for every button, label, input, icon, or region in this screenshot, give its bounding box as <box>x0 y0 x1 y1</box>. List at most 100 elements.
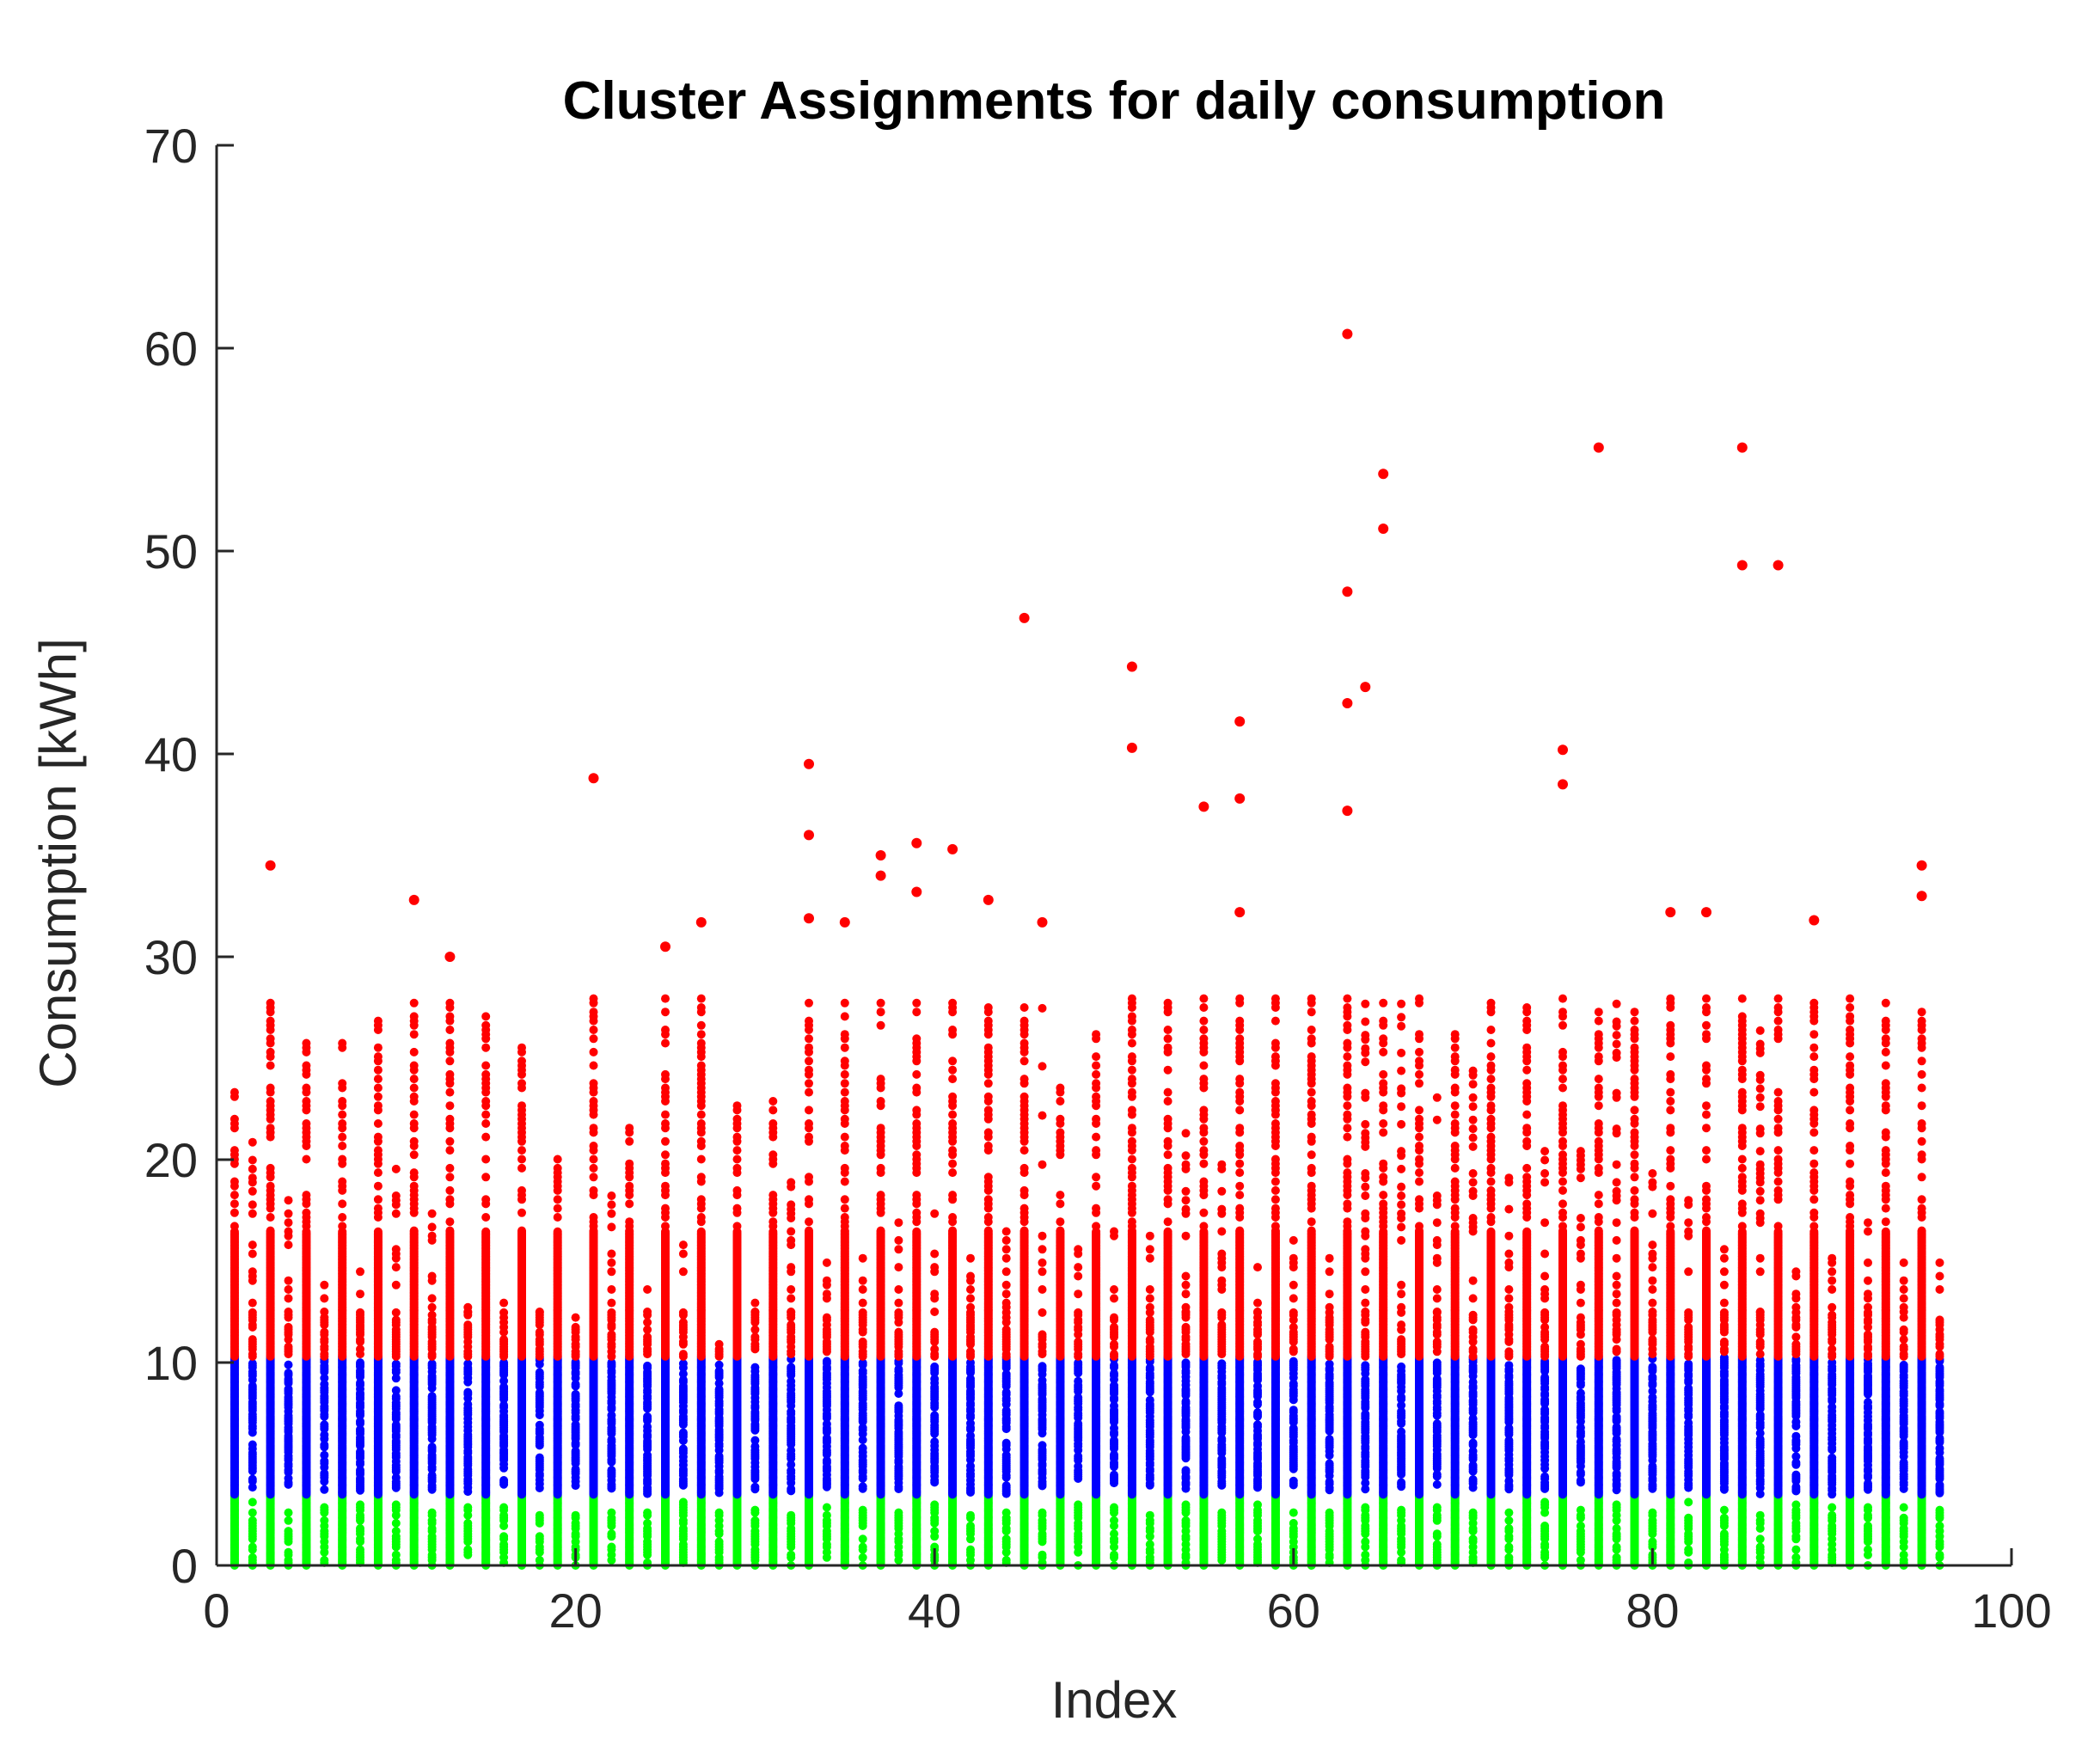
cluster-3-point <box>374 1017 383 1026</box>
cluster-3-point <box>356 1267 364 1276</box>
cluster-3-point <box>285 1210 293 1218</box>
cluster-3-point <box>481 1111 490 1119</box>
cluster-3-point <box>338 1097 346 1106</box>
cluster-3-point <box>302 1039 310 1048</box>
cluster-3-point <box>392 1165 401 1173</box>
cluster-3-point <box>410 1168 419 1177</box>
cluster-3-point <box>445 1146 454 1155</box>
cluster-3-point <box>248 1173 257 1182</box>
cluster-2-point <box>356 1358 364 1367</box>
cluster-3-point <box>302 1097 310 1106</box>
cluster-3-point <box>392 1245 401 1253</box>
cluster-3-point <box>248 1299 257 1308</box>
cluster-3-point <box>248 1250 257 1259</box>
cluster-3-point <box>374 1093 383 1101</box>
cluster-3-point <box>230 1178 239 1186</box>
cluster-3-point <box>338 1079 346 1087</box>
points-layer <box>230 329 1944 1571</box>
cluster-3-point <box>410 1150 419 1159</box>
cluster-3-point <box>374 1168 383 1177</box>
cluster-3-point <box>374 1146 383 1155</box>
cluster-1-point <box>356 1500 364 1509</box>
cluster-3-point <box>392 1281 401 1289</box>
cluster-3-point <box>338 1119 346 1128</box>
cluster-3-point <box>392 1191 401 1200</box>
cluster-3-point <box>285 1323 293 1332</box>
cluster-3-point <box>374 1182 383 1191</box>
cluster-3-point <box>481 1195 490 1204</box>
cluster-3-point <box>445 1217 454 1226</box>
cluster-1-point <box>392 1519 401 1528</box>
cluster-3-point <box>374 1044 383 1052</box>
cluster-1-point <box>320 1516 328 1525</box>
cluster-1-point <box>392 1527 401 1535</box>
cluster-1-point <box>320 1556 328 1565</box>
cluster-3-point <box>230 1088 239 1097</box>
cluster-3-point <box>410 1137 419 1146</box>
cluster-2-point <box>285 1369 293 1377</box>
cluster-3-point <box>410 1093 419 1101</box>
cluster-3-point <box>428 1232 437 1240</box>
cluster-3-point <box>410 1075 419 1083</box>
chart-title: Cluster Assignments for daily consumptio… <box>563 71 1666 131</box>
cluster-3-point <box>230 1115 239 1124</box>
cluster-2-point <box>248 1441 257 1449</box>
cluster-3-point <box>374 1084 383 1093</box>
cluster-1-point <box>248 1543 257 1552</box>
cluster-3-point <box>410 1119 419 1128</box>
cluster-3-point <box>374 1101 383 1110</box>
cluster-3-point <box>445 1115 454 1124</box>
cluster-3-point <box>285 1218 293 1227</box>
cluster-2-point <box>428 1442 437 1451</box>
cluster-3-point <box>248 1267 257 1276</box>
cluster-3-point <box>463 1320 472 1329</box>
cluster-3-point <box>410 1182 419 1191</box>
cluster-3-point <box>230 1191 239 1199</box>
cluster-3-point <box>445 1026 454 1034</box>
cluster-3-point <box>285 1196 293 1204</box>
cluster-3-point <box>248 1138 257 1147</box>
cluster-3-point <box>445 1173 454 1181</box>
cluster-3-point <box>374 1204 383 1213</box>
cluster-3-point <box>428 1272 437 1281</box>
cluster-3-point <box>320 1308 328 1316</box>
cluster-3-point <box>285 1285 293 1294</box>
cluster-3-point <box>248 1210 257 1218</box>
cluster-3-point <box>445 1164 454 1173</box>
cluster-3-point <box>285 1240 293 1249</box>
cluster-2-point <box>392 1360 401 1369</box>
cluster-3-point <box>374 1195 383 1204</box>
cluster-3-point <box>374 1066 383 1075</box>
cluster-3-point <box>428 1294 437 1302</box>
cluster-3-point <box>410 1048 419 1057</box>
cluster-3-point <box>481 1213 490 1222</box>
cluster-3-point <box>266 1124 275 1132</box>
cluster-3-point <box>428 1311 437 1320</box>
cluster-3-point <box>481 1119 490 1128</box>
cluster-3-point <box>445 1057 454 1065</box>
cluster-3-point <box>481 1173 490 1181</box>
cluster-3-point <box>266 1097 275 1106</box>
cluster-3-point <box>481 1097 490 1106</box>
cluster-3-point <box>338 1222 346 1230</box>
cluster-3-point <box>338 1199 346 1208</box>
cluster-3-point <box>248 1187 257 1196</box>
cluster-3-point <box>266 1213 275 1222</box>
cluster-3-point <box>248 1156 257 1165</box>
cluster-3-point <box>338 1039 346 1048</box>
cluster-3-point <box>410 1227 419 1235</box>
cluster-1-point <box>285 1527 293 1535</box>
cluster-3-point <box>445 1039 454 1048</box>
cluster-3-point <box>410 1111 419 1119</box>
cluster-3-point <box>248 1240 257 1249</box>
cluster-3-point <box>410 1030 419 1038</box>
cluster-3-point <box>230 1222 239 1230</box>
cluster-3-point <box>338 1213 346 1222</box>
cluster-3-point <box>266 1182 275 1191</box>
cluster-3-point <box>374 1052 383 1061</box>
cluster-2-point <box>428 1392 437 1400</box>
cluster-3-point <box>248 1165 257 1173</box>
cluster-1-point <box>356 1524 364 1533</box>
